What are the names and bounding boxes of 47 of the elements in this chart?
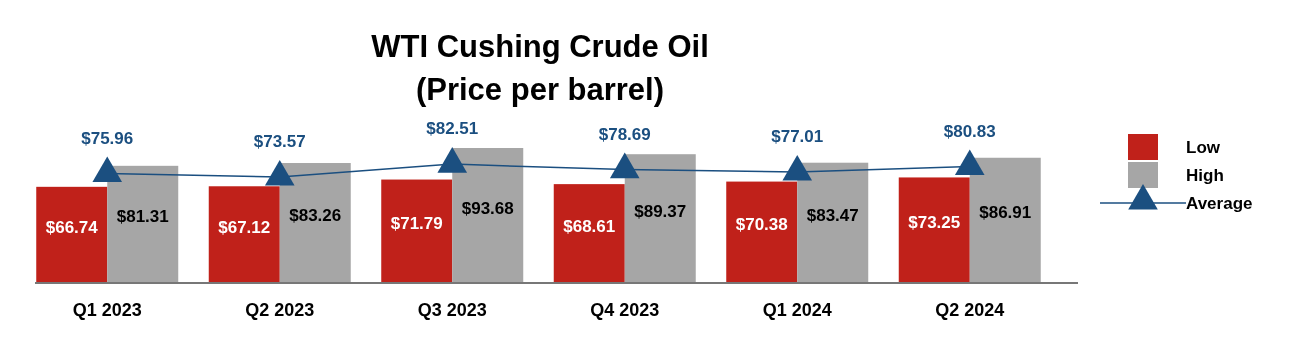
data-label: $70.38 xyxy=(735,215,788,235)
bar xyxy=(553,184,625,283)
data-label: $77.01 xyxy=(771,127,824,147)
bar xyxy=(208,186,280,283)
point xyxy=(92,156,123,183)
bar xyxy=(36,186,108,283)
x-tick-label: Q2 2024 xyxy=(935,300,1005,320)
data-label: $78.69 xyxy=(598,124,651,144)
x-tick-label: Q4 2023 xyxy=(590,300,660,320)
data-label: $89.37 xyxy=(634,201,687,221)
chart-title: WTI Cushing Crude Oil xyxy=(371,29,709,64)
bar xyxy=(381,179,453,283)
data-label: $67.12 xyxy=(218,217,271,237)
bar xyxy=(452,148,524,283)
point xyxy=(954,149,985,176)
bar xyxy=(726,181,798,283)
bar xyxy=(969,157,1041,283)
data-label: $82.51 xyxy=(426,119,479,139)
x-tick-label: Q1 2023 xyxy=(72,300,142,320)
data-label: $66.74 xyxy=(45,217,99,237)
x-tick-label: Q3 2023 xyxy=(417,300,487,320)
x-tick-label: Q1 2024 xyxy=(762,300,832,320)
data-label: $83.26 xyxy=(289,206,342,226)
bar xyxy=(898,177,970,283)
bar xyxy=(279,163,351,283)
point xyxy=(437,146,468,173)
chart-subtitle: (Price per barrel) xyxy=(415,72,665,107)
data-label: $93.68 xyxy=(461,198,514,218)
bar xyxy=(624,154,696,283)
data-label: $86.91 xyxy=(979,203,1032,223)
legend-label: Average xyxy=(1186,194,1253,213)
bar xyxy=(797,162,869,283)
data-label: $71.79 xyxy=(390,214,443,234)
point xyxy=(264,159,295,186)
data-label: $75.96 xyxy=(81,128,134,148)
bar xyxy=(107,165,179,283)
point xyxy=(609,152,640,179)
data-label: $68.61 xyxy=(563,216,616,236)
data-label: $83.47 xyxy=(806,205,859,225)
data-label: $81.31 xyxy=(116,207,169,227)
data-label: $80.83 xyxy=(943,121,996,141)
legend-label: High xyxy=(1186,166,1224,185)
legend-label: Low xyxy=(1186,138,1221,157)
point xyxy=(782,154,813,181)
x-tick-label: Q2 2023 xyxy=(245,300,315,320)
data-label: $73.57 xyxy=(253,131,306,151)
data-label: $73.25 xyxy=(908,213,961,233)
